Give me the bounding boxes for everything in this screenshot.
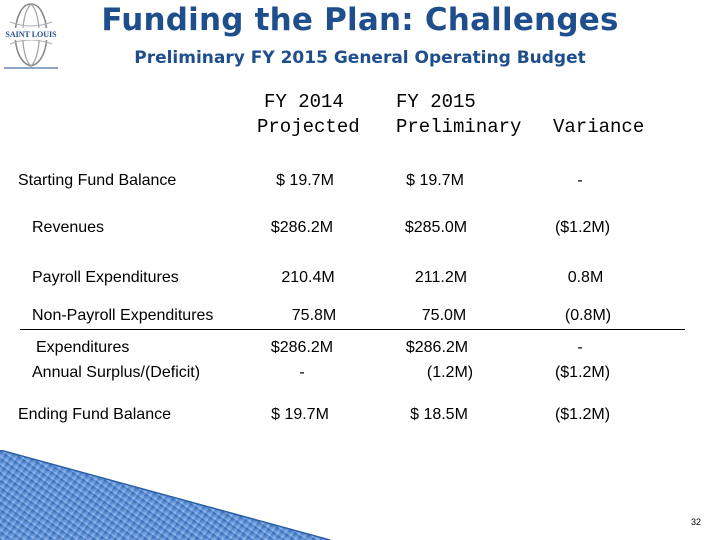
col-header-variance: Variance xyxy=(553,116,645,138)
cell-expenditures-variance: - xyxy=(577,339,583,356)
cell-starting-fy2015: $ 19.7M xyxy=(406,172,464,189)
row-label-expenditures: Expenditures xyxy=(36,339,130,356)
row-label-revenues: Revenues xyxy=(32,219,105,236)
cell-surplus-fy2015: (1.2M) xyxy=(426,364,474,381)
cell-expenditures-fy2014: $286.2M xyxy=(270,339,334,356)
cell-surplus-fy2014: - xyxy=(299,364,305,381)
cell-payroll-fy2014: 210.4M xyxy=(281,269,335,286)
cell-nonpayroll-variance: (0.8M) xyxy=(564,307,612,324)
cell-revenues-fy2015: $285.0M xyxy=(404,219,468,236)
cell-revenues-fy2014: $286.2M xyxy=(270,219,334,236)
col-header-fy2014-line2: Projected xyxy=(257,116,360,138)
logo-text: SAINT LOUIS xyxy=(5,30,57,39)
page-title: Funding the Plan: Challenges xyxy=(101,2,619,38)
cell-starting-variance: - xyxy=(577,172,583,189)
row-label-ending-fund-balance: Ending Fund Balance xyxy=(18,406,171,423)
cell-nonpayroll-fy2014: 75.8M xyxy=(291,307,337,324)
cell-ending-fy2015: $ 18.5M xyxy=(410,406,468,423)
cell-expenditures-fy2015: $286.2M xyxy=(405,339,469,356)
row-label-non-payroll-expenditures: Non-Payroll Expenditures xyxy=(32,307,214,324)
cell-nonpayroll-fy2015: 75.0M xyxy=(421,307,467,324)
cell-ending-variance: ($1.2M) xyxy=(554,406,611,423)
row-label-annual-surplus-deficit: Annual Surplus/(Deficit) xyxy=(32,364,201,381)
row-label-payroll-expenditures: Payroll Expenditures xyxy=(32,269,179,286)
total-divider-line xyxy=(20,329,685,330)
page-number: 32 xyxy=(690,517,701,527)
cell-starting-fy2014: $ 19.7M xyxy=(276,172,334,189)
cell-surplus-variance: ($1.2M) xyxy=(554,364,611,381)
saint-louis-logo: SAINT LOUIS xyxy=(0,0,62,70)
page-subtitle: Preliminary FY 2015 General Operating Bu… xyxy=(134,48,586,68)
col-header-fy2014-line1: FY 2014 xyxy=(264,91,344,113)
row-label-starting-fund-balance: Starting Fund Balance xyxy=(18,172,177,189)
cell-payroll-fy2015: 211.2M xyxy=(414,269,468,286)
cell-revenues-variance: ($1.2M) xyxy=(554,219,611,236)
col-header-fy2015-line1: FY 2015 xyxy=(396,91,476,113)
col-header-fy2015-line2: Preliminary xyxy=(396,116,522,138)
decorative-corner-swoosh xyxy=(0,450,330,540)
cell-payroll-variance: 0.8M xyxy=(567,269,604,286)
cell-ending-fy2014: $ 19.7M xyxy=(271,406,329,423)
